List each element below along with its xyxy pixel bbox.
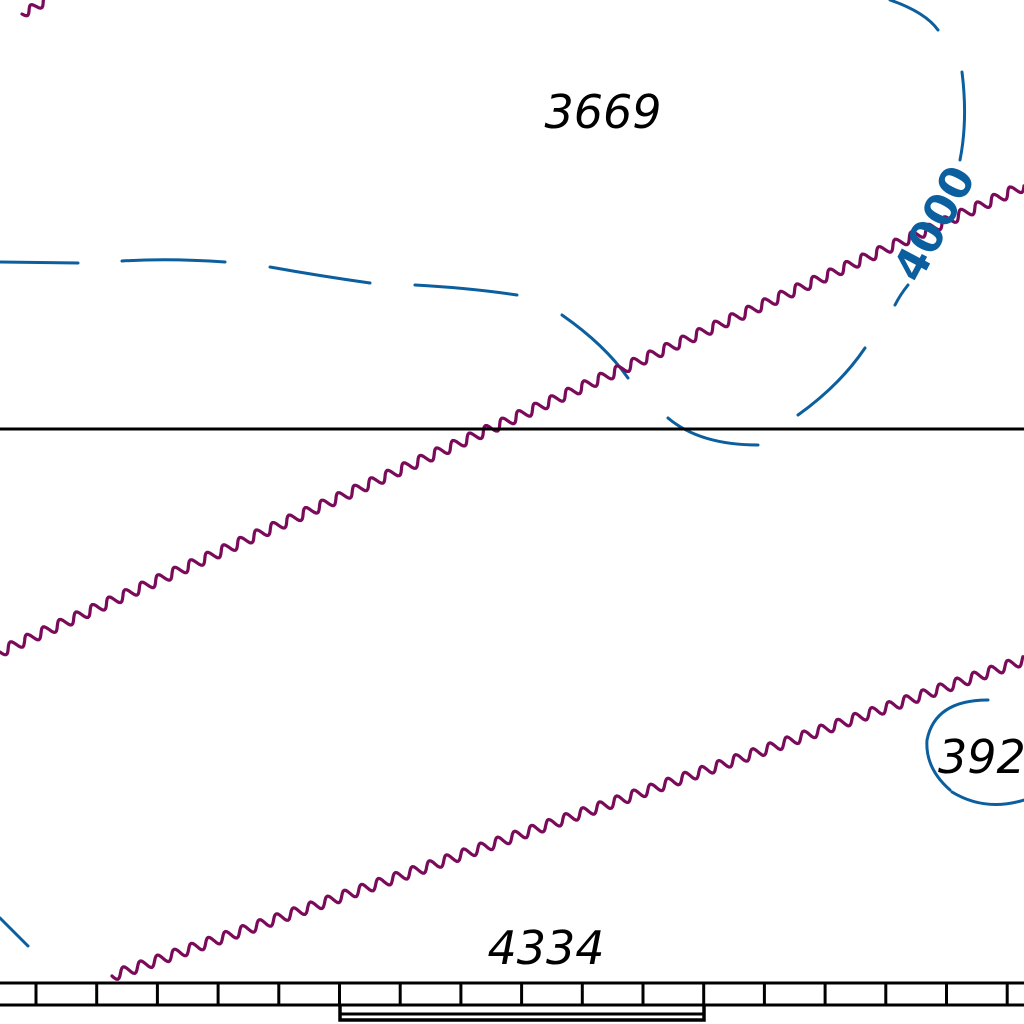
contour-line-circle-392-bottom [950,790,1024,806]
contour-line-dash-2 [120,258,227,264]
contour-line-top-arc [888,0,940,32]
contour-lines [0,0,1024,948]
wavy-line-diagonal [0,184,1024,657]
contour-line-loop-left [560,313,630,380]
spot-height-3669: 3669 [544,85,661,139]
spot-height-4334: 4334 [487,921,604,975]
wavy-line-top-left [20,0,46,18]
contour-line-loop-right [796,346,867,417]
spot-height-392: 392 [938,730,1024,784]
contour-line-dash-1 [0,260,80,265]
contour-line-lower-left [0,916,30,948]
contour-line-dash-3 [268,265,372,285]
contour-line-dash-4 [413,283,519,297]
contour-line-circle-392 [925,698,990,792]
scale-bar [0,981,1024,1022]
contour-line-4000-upper [958,70,967,162]
wavy-line-lower [110,655,1024,981]
wavy-lines [0,0,1024,981]
contour-label-4000: 4000 [884,158,987,290]
contour-line-loop-bottom [666,416,760,447]
contour-line-4000-lower [893,283,910,307]
scale-bar-ticks [34,983,1009,1005]
